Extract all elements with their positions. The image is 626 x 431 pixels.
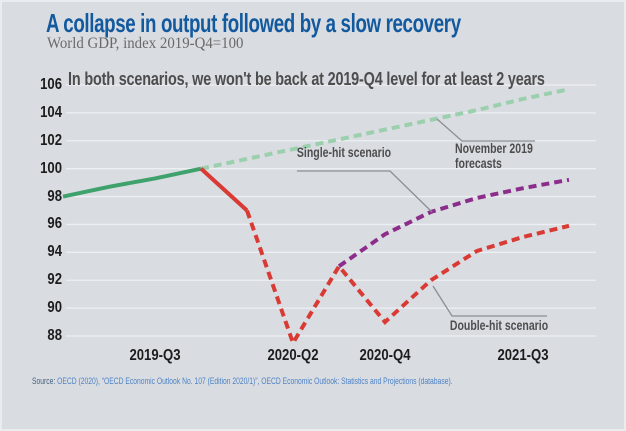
y-tick-label-104: 104 (40, 103, 62, 121)
double-hit-scenario-label: Double-hit scenario (449, 318, 549, 333)
series-line-single-hit-scenario-projection- (337, 177, 570, 268)
y-tick-label-98: 98 (47, 187, 62, 205)
november-label-line1: November 2019 (455, 141, 533, 156)
chart-title: A collapse in output followed by a slow … (46, 8, 461, 38)
double-hit-leader-line (432, 285, 547, 317)
series-lines (62, 87, 570, 348)
source-citation: OECD (2020), “OECD Economic Outlook No. … (55, 376, 453, 386)
november-label-line2: forecasts (455, 155, 502, 171)
y-tick-label-106: 106 (40, 76, 62, 93)
single-hit-scenario-label: Single-hit scenario (296, 145, 392, 160)
annotation-headline: In both scenarios, we won't be back at 2… (68, 69, 545, 89)
y-tick-label-100: 100 (40, 159, 62, 177)
x-tick-label-2020-Q4: 2020-Q4 (359, 347, 411, 364)
y-tick-label-96: 96 (47, 215, 62, 233)
y-tick-label-102: 102 (40, 131, 62, 149)
source-prefix: Source: (32, 376, 56, 386)
series-line-double-hit-scenario-projection- (245, 209, 570, 348)
series-line-double-hit-scenario-actual- (199, 167, 249, 212)
series-line-november-2019-forecasts-actual- (62, 166, 202, 199)
y-tick-label-94: 94 (47, 243, 62, 261)
single-hit-leader-line (297, 170, 433, 213)
source-line: Source: OECD (2020), “OECD Economic Outl… (32, 376, 453, 386)
y-tick-label-90: 90 (47, 299, 62, 317)
series-line-november-2019-forecasts-projection- (200, 87, 570, 171)
x-tick-label-2019-Q3: 2019-Q3 (129, 347, 181, 364)
november-forecast-leader-line (436, 118, 535, 142)
x-tick-label-2021-Q3: 2021-Q3 (497, 347, 549, 364)
gridlines (66, 84, 596, 337)
x-tick-label-2020-Q2: 2020-Q2 (267, 347, 319, 364)
y-tick-label-88: 88 (47, 327, 62, 344)
chart-subtitle: World GDP, index 2019-Q4=100 (47, 35, 244, 52)
november-2019-forecasts-label: November 2019 forecasts (455, 141, 556, 171)
y-tick-label-92: 92 (47, 271, 62, 289)
